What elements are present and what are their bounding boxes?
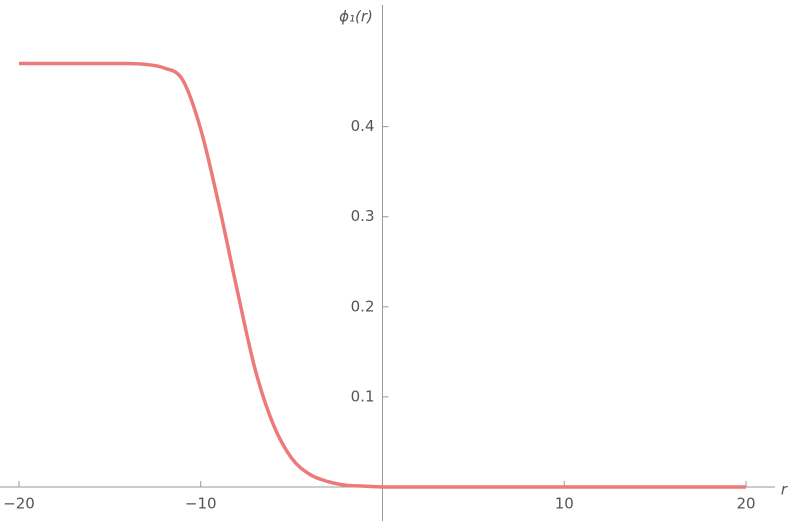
x-tick-label: −20 bbox=[3, 495, 35, 513]
x-tick-label: −10 bbox=[185, 495, 217, 513]
y-tick-label: 0.4 bbox=[351, 117, 375, 135]
x-axis-label: r bbox=[781, 481, 788, 499]
x-tick-label: 10 bbox=[555, 495, 574, 513]
y-tick-label: 0.2 bbox=[351, 297, 375, 315]
x-tick-label: 20 bbox=[736, 495, 755, 513]
data-line bbox=[19, 61, 747, 489]
y-tick-label: 0.3 bbox=[351, 207, 375, 225]
y-axis-label: ϕ₁(r) bbox=[339, 8, 373, 26]
y-tick-label: 0.1 bbox=[351, 387, 375, 405]
